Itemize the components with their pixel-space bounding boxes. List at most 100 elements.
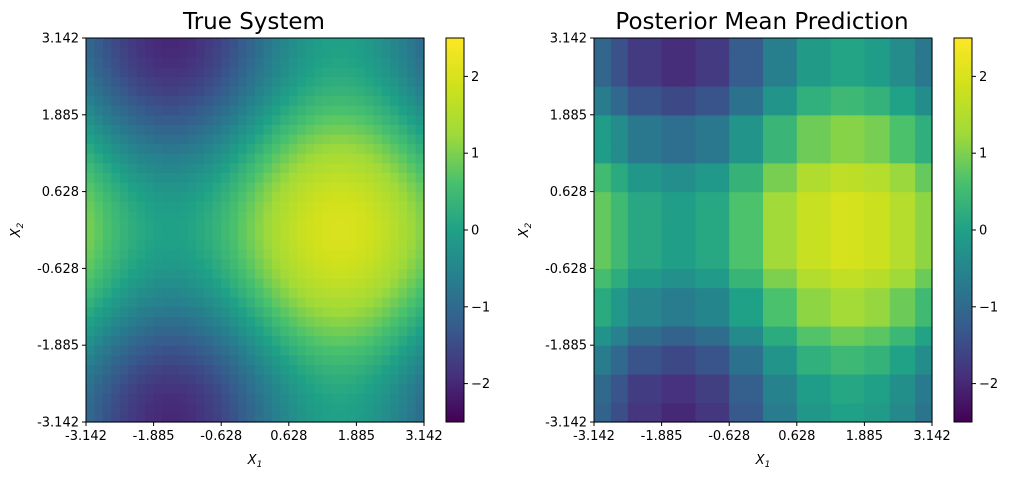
heatmap-cell [796,182,806,193]
heatmap-cell [398,326,408,337]
heatmap-cell [686,316,696,327]
heatmap-cell [381,57,391,68]
heatmap-cell [805,143,815,154]
heatmap-cell [415,316,425,327]
heatmap-cell [712,153,722,164]
heatmap-cell [872,306,882,317]
heatmap-cell [602,258,612,269]
heatmap-cell [407,306,417,317]
heatmap-cell [754,134,764,145]
heatmap-cell [229,249,239,260]
heatmap-cell [314,268,324,279]
heatmap-cell [906,335,916,346]
heatmap-cell [898,95,908,106]
heatmap-cell [322,143,332,154]
heatmap-cell [636,268,646,279]
heatmap-cell [610,364,620,375]
heatmap-cell [195,201,205,212]
heatmap-cell [373,316,383,327]
heatmap-cell [246,287,256,298]
heatmap-cell [339,278,349,289]
heatmap-cell [889,278,899,289]
heatmap-cell [695,268,705,279]
heatmap-cell [644,153,654,164]
heatmap-cell [915,182,925,193]
heatmap-cell [280,393,290,404]
heatmap-cell [314,134,324,145]
heatmap-cell [670,258,680,269]
heatmap-cell [364,172,374,183]
heatmap-cell [322,393,332,404]
heatmap-cell [729,220,739,231]
colorbar-tick-label: −2 [979,377,998,392]
y-tick-label: -1.885 [37,339,79,354]
heatmap-cell [610,326,620,337]
heatmap-cell [754,76,764,87]
heatmap-cell [398,268,408,279]
heatmap-cell [771,153,781,164]
heatmap-cell [288,105,298,116]
heatmap-cell [86,182,96,193]
heatmap-cell [111,114,121,125]
heatmap-cell [915,143,925,154]
heatmap-cell [297,412,307,423]
heatmap-cell [86,258,96,269]
heatmap-cell [822,105,832,116]
heatmap-cell [195,278,205,289]
heatmap-cell [238,134,248,145]
heatmap-cell [347,230,357,241]
heatmap-cell [271,201,281,212]
heatmap-cell [670,335,680,346]
heatmap-cell [670,287,680,298]
heatmap-cell [847,393,857,404]
heatmap-cell [128,402,138,413]
heatmap-cell [305,278,315,289]
heatmap-cell [111,374,121,385]
heatmap-cell [796,335,806,346]
heatmap-cell [255,220,265,231]
heatmap-cell [212,76,222,87]
heatmap-cell [280,345,290,356]
heatmap-cell [187,114,197,125]
heatmap-cell [627,354,637,365]
heatmap-cell [119,364,129,375]
heatmap-cell [703,134,713,145]
heatmap-cell [195,210,205,221]
heatmap-cell [712,354,722,365]
heatmap-cell [906,297,916,308]
heatmap-cell [822,402,832,413]
heatmap-cell [915,191,925,202]
heatmap-cell [195,220,205,231]
heatmap-cell [746,345,756,356]
heatmap-cell [720,364,730,375]
heatmap-cell [729,383,739,394]
heatmap-cell [398,354,408,365]
heatmap-cell [619,124,629,135]
heatmap-cell [280,143,290,154]
heatmap-cell [720,230,730,241]
heatmap-cell [872,134,882,145]
heatmap-cell [779,335,789,346]
heatmap-cell [314,335,324,346]
heatmap-cell [178,374,188,385]
heatmap-cell [111,201,121,212]
heatmap-cell [221,258,231,269]
heatmap-cell [779,297,789,308]
heatmap-cell [813,182,823,193]
heatmap-cell [610,95,620,106]
heatmap-cell [788,38,798,49]
heatmap-cell [864,191,874,202]
heatmap-cell [322,182,332,193]
heatmap-cell [94,374,104,385]
heatmap-cell [906,105,916,116]
heatmap-cell [398,345,408,356]
heatmap-cell [872,86,882,97]
heatmap-cell [263,402,273,413]
heatmap-cell [864,278,874,289]
heatmap-cell [720,38,730,49]
heatmap-cell [889,297,899,308]
heatmap-cell [636,76,646,87]
heatmap-cell [830,38,840,49]
heatmap-cell [737,210,747,221]
heatmap-cell [670,268,680,279]
